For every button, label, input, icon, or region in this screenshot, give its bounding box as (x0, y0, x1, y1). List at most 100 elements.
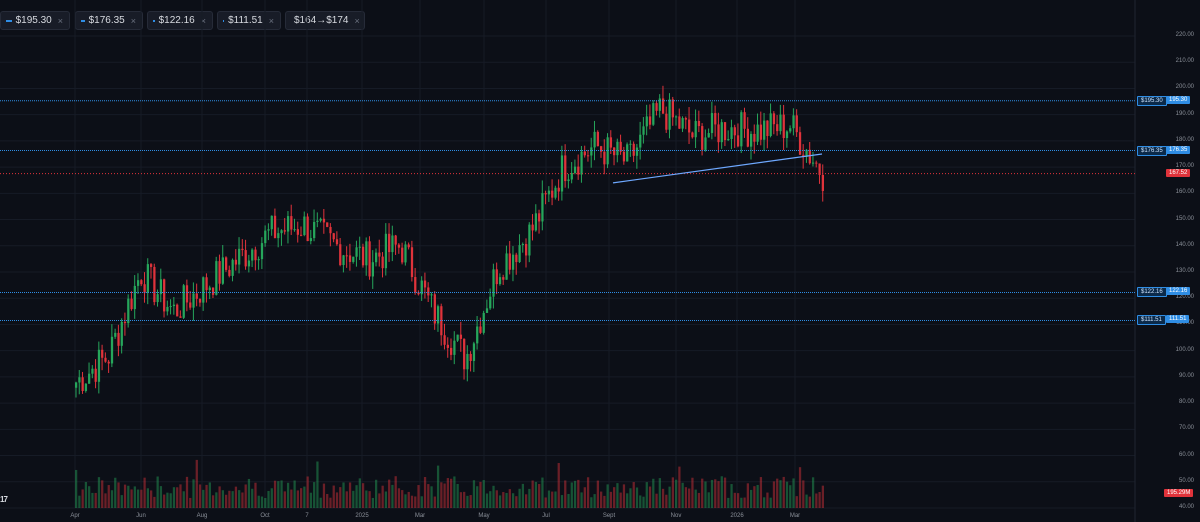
candle-body (691, 132, 694, 138)
volume-bar (596, 480, 599, 508)
volume-bar (547, 490, 551, 508)
candle-body (75, 382, 78, 388)
volume-bar (704, 481, 707, 508)
trend-line (612, 153, 823, 184)
candle-body (202, 277, 205, 303)
candle-body (795, 115, 798, 133)
volume-bar (410, 495, 414, 508)
candle-body (316, 220, 319, 222)
volume-bar (244, 484, 247, 508)
candle-body (283, 230, 286, 232)
candle-body (547, 190, 551, 195)
candle-body (727, 139, 730, 141)
volume-bar (720, 476, 723, 508)
volume-bar (283, 491, 286, 508)
candle-body (642, 126, 645, 135)
volume-bar (459, 492, 463, 508)
candle-body (251, 249, 254, 261)
volume-bar (740, 497, 743, 508)
level-tag-right-176: 176.35 (1166, 146, 1191, 154)
price-tick-label: 170.00 (1175, 163, 1194, 170)
volume-bar (110, 490, 114, 508)
volume-bar (808, 496, 811, 508)
level-chip-176[interactable]: $176.35 × (75, 11, 143, 30)
level-chip-195[interactable]: $195.30 × (0, 11, 70, 30)
volume-bar (394, 476, 397, 508)
candle-body (798, 132, 802, 155)
candle-body (189, 302, 192, 308)
candle-body (348, 255, 352, 262)
close-icon[interactable]: × (57, 15, 63, 26)
volume-bar (528, 488, 531, 508)
volume-bar (763, 497, 766, 508)
candle-body (808, 149, 811, 164)
volume-bar (456, 483, 459, 508)
candle-body (720, 122, 723, 143)
candle-body (600, 146, 603, 152)
candle-body (273, 215, 277, 239)
volume-bar (156, 476, 159, 508)
time-tick-label: Mar (789, 513, 801, 519)
volume-bar (293, 480, 296, 508)
price-tick-label: 140.00 (1175, 241, 1194, 248)
volume-bar (531, 480, 534, 508)
volume-bar (309, 492, 313, 508)
candle-body (772, 113, 776, 125)
chip-label: $122.16 (158, 15, 195, 26)
volume-bar (208, 482, 211, 508)
price-tick-label: 90.00 (1178, 372, 1194, 379)
volume-bar (247, 478, 251, 508)
volume-bar (750, 489, 753, 508)
volume-bar (368, 491, 371, 508)
volume-bar (619, 492, 622, 508)
candle-body (375, 252, 378, 263)
close-icon[interactable]: × (200, 15, 206, 26)
candle-body (427, 287, 430, 296)
volume-bar (433, 496, 436, 508)
candle-body (107, 361, 110, 364)
candle-body (319, 218, 322, 221)
candle-body (407, 244, 410, 248)
volume-bar (626, 493, 629, 508)
candle-body (815, 162, 818, 164)
volume-bar (691, 477, 694, 508)
candle-body (776, 124, 779, 132)
candle-body (309, 238, 313, 242)
level-chip-122[interactable]: $122.16 × (147, 11, 213, 30)
volume-bar (420, 496, 423, 508)
volume-bar (482, 480, 485, 508)
trendline-chip[interactable]: $164→$174 × (285, 11, 365, 30)
volume-bar (661, 488, 665, 508)
volume-bar (348, 482, 352, 508)
candle-body (179, 316, 182, 318)
candle-body (766, 120, 769, 137)
candle-body (541, 193, 544, 222)
candle-body (466, 353, 469, 370)
close-icon[interactable]: × (354, 15, 360, 26)
close-icon[interactable]: × (268, 15, 274, 26)
volume-bar (603, 495, 606, 508)
candle-body (306, 216, 309, 242)
volume-bar (818, 491, 821, 508)
candle-body (688, 119, 691, 133)
volume-bar (104, 493, 107, 508)
volume-bar (84, 481, 88, 508)
candle-body (525, 243, 528, 256)
volume-bar (211, 495, 215, 508)
candle-body (586, 155, 590, 157)
candle-body (238, 248, 241, 265)
volume-bar (97, 477, 101, 508)
volume-bar (632, 482, 635, 508)
volume-bar (234, 486, 238, 508)
close-icon[interactable]: × (130, 15, 136, 26)
candle-body (371, 262, 374, 277)
volume-bar (159, 486, 163, 508)
volume-bar (495, 490, 498, 508)
candle-body (166, 306, 169, 312)
candle-body (818, 163, 821, 175)
candle-body (472, 343, 476, 361)
volume-bar (707, 492, 710, 508)
volume-bar (169, 493, 172, 508)
volume-bar (254, 482, 257, 508)
